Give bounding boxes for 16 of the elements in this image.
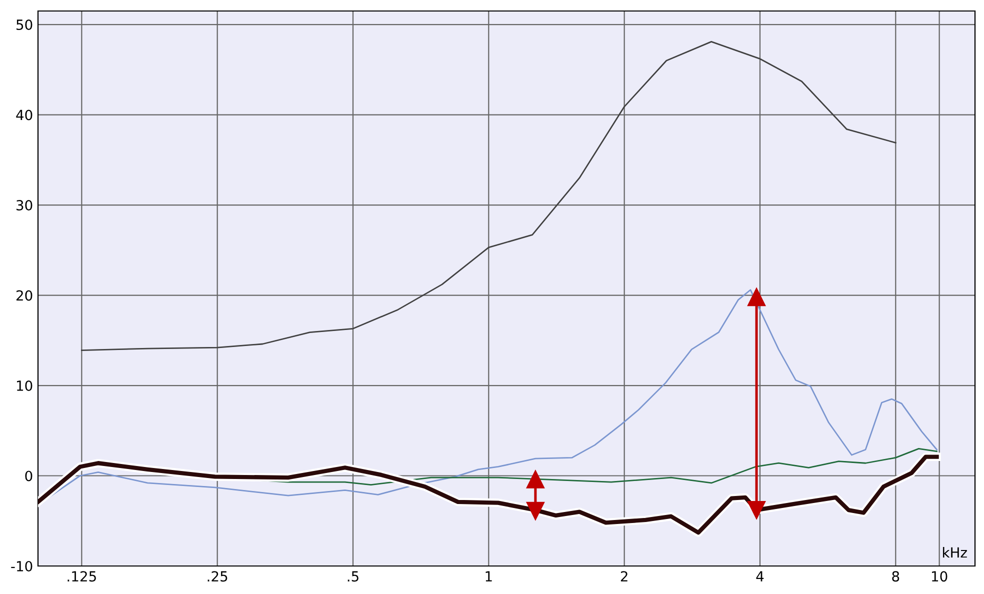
x-tick-label: 10 xyxy=(932,571,948,582)
x-tick-label: .25 xyxy=(208,571,228,582)
y-tick-label: -10 xyxy=(11,560,32,572)
x-axis-title: kHz xyxy=(942,547,967,558)
x-tick-label: 2 xyxy=(620,571,628,582)
x-tick-label: .5 xyxy=(348,571,358,582)
x-tick-label: 1 xyxy=(486,571,492,582)
x-tick-label: .125 xyxy=(68,571,96,582)
x-tick-label: 4 xyxy=(756,571,764,582)
x-tick-label: 8 xyxy=(892,571,900,582)
y-tick-label: 50 xyxy=(16,20,32,30)
y-tick-label: 20 xyxy=(16,290,32,301)
y-tick-label: 0 xyxy=(25,470,32,482)
y-tick-label: 40 xyxy=(16,110,32,120)
y-tick-label: 30 xyxy=(16,200,32,210)
y-tick-label: 10 xyxy=(16,380,32,391)
